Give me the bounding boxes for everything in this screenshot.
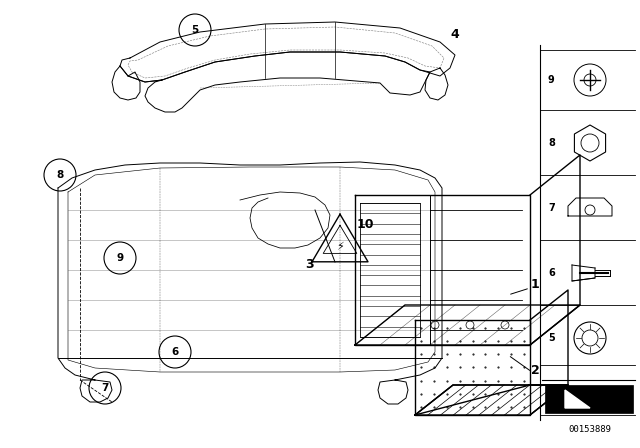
Text: 4: 4	[451, 29, 460, 42]
Text: 7: 7	[101, 383, 109, 393]
Text: 2: 2	[531, 363, 540, 376]
Bar	[545, 385, 633, 413]
Text: 00153889: 00153889	[568, 426, 611, 435]
Text: 8: 8	[548, 138, 555, 148]
Polygon shape	[565, 390, 590, 408]
Text: 8: 8	[56, 170, 63, 180]
Text: 10: 10	[356, 219, 374, 232]
Text: 6: 6	[548, 268, 555, 278]
Text: 9: 9	[548, 75, 555, 85]
Text: 1: 1	[531, 279, 540, 292]
Text: 5: 5	[191, 25, 198, 35]
Text: ⚡: ⚡	[336, 242, 344, 252]
Text: 9: 9	[116, 253, 124, 263]
Text: 3: 3	[306, 258, 314, 271]
Text: 6: 6	[172, 347, 179, 357]
Text: 7: 7	[548, 203, 555, 213]
Text: 5: 5	[548, 333, 555, 343]
